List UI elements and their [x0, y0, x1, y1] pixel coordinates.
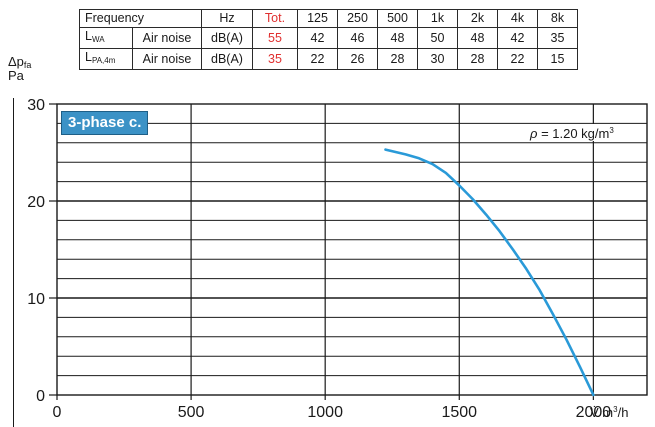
density-value: = 1.20 kg/m [537, 126, 610, 141]
frame-edge-line [13, 98, 14, 427]
band-header: 250 [337, 9, 378, 28]
x-axis-unit-suffix: /h [617, 405, 629, 420]
density-exponent: 3 [609, 126, 614, 135]
grid [56, 103, 648, 396]
y-tick-label: 0 [36, 388, 45, 405]
row-label-main: L [85, 50, 92, 64]
air-density-annotation: ρ = 1.20 kg/m3 [527, 124, 617, 141]
y-tick-label: 30 [27, 97, 45, 114]
row-value: 46 [337, 27, 378, 49]
row-desc: Air noise [132, 48, 202, 70]
row-label-sub: PA,4m [91, 56, 116, 65]
three-phase-badge: 3-phase c. [61, 111, 149, 135]
y-axis-subscript: fa [23, 60, 32, 70]
x-tick-label: 1500 [441, 404, 477, 421]
y-axis-label: Δpfa [8, 55, 31, 72]
row-unit: dB(A) [201, 48, 253, 70]
row-label-sub: WA [91, 35, 105, 44]
plot-frame [56, 103, 648, 396]
x-axis-symbol: V̇ [590, 405, 599, 420]
x-tick-label: 500 [178, 404, 205, 421]
x-axis-unit-exp: 3 [613, 405, 618, 414]
noise-table: Frequency Hz Tot. 125 250 500 1k 2k 4k 8… [79, 9, 578, 70]
noise-table-header-row: Frequency Hz Tot. 125 250 500 1k 2k 4k 8… [79, 9, 578, 28]
row-unit: dB(A) [201, 27, 253, 49]
x-tick-label: 1000 [307, 404, 343, 421]
row-value: 35 [537, 27, 578, 49]
y-axis-symbol: Δp [8, 54, 24, 69]
tick-labels: 0 500 1000 1500 2000 0 10 20 30 [27, 97, 611, 421]
row-desc: Air noise [132, 27, 202, 49]
density-symbol: ρ [530, 126, 538, 141]
fan-curve-line [384, 148, 595, 397]
row-value: 26 [337, 48, 378, 70]
y-axis-unit: Pa [8, 68, 24, 83]
x-tick-label: 2000 [576, 404, 612, 421]
row-value: 15 [537, 48, 578, 70]
row-total: 35 [252, 48, 298, 70]
noise-row-lpa4m: LPA,4m Air noise dB(A) 35 22 26 28 30 28… [79, 48, 578, 70]
row-value: 28 [377, 48, 418, 70]
y-tick-label: 20 [27, 194, 45, 211]
x-tick-label: 0 [53, 404, 62, 421]
row-value: 42 [497, 27, 538, 49]
series [384, 148, 595, 397]
x-axis-unit-base: m [602, 405, 614, 420]
x-axis-unit: V̇ m3/h [590, 405, 628, 420]
y-tick-label: 10 [27, 291, 45, 308]
row-label-main: L [85, 29, 92, 43]
